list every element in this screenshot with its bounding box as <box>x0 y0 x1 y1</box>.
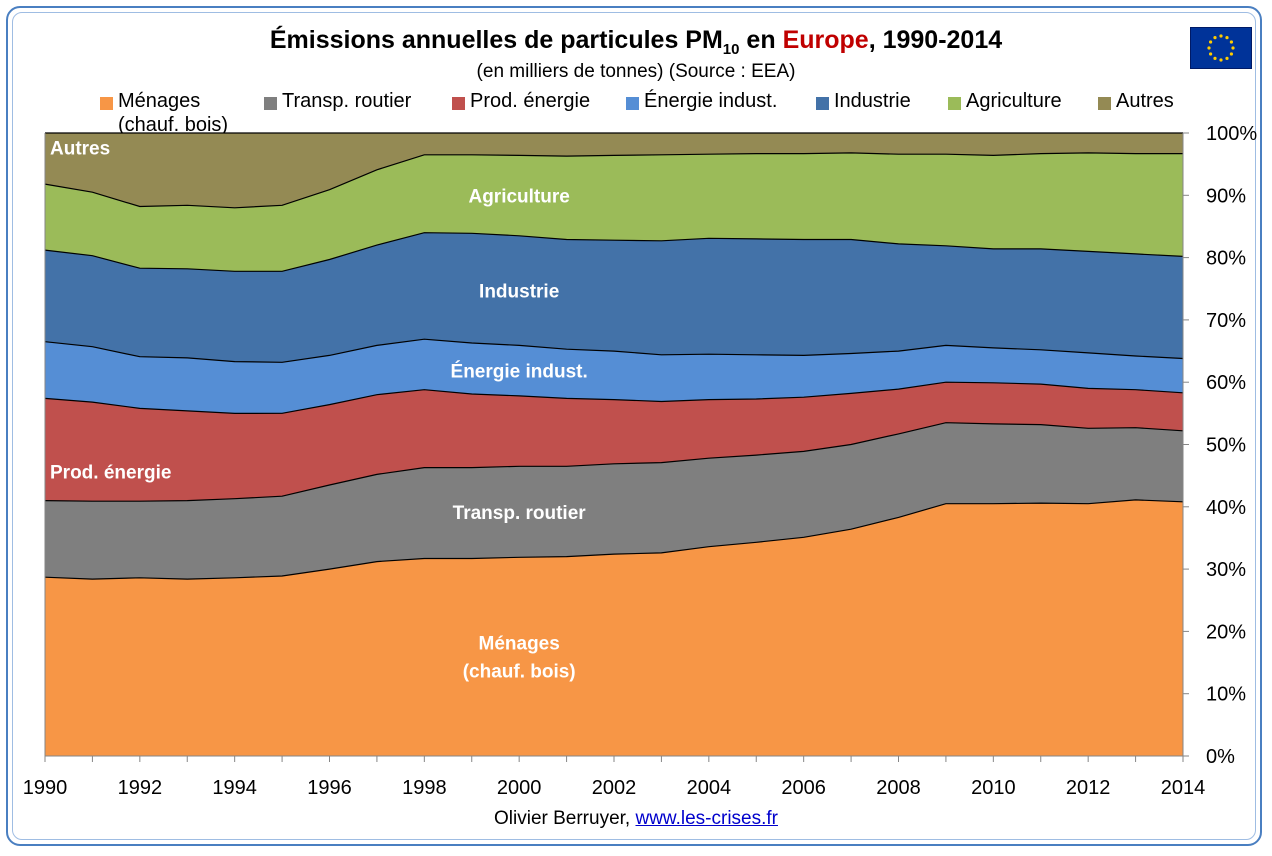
flag-star <box>1229 52 1233 56</box>
area-series <box>45 339 1183 414</box>
x-tick-label: 1996 <box>307 777 352 799</box>
chart-title: Émissions annuelles de particules PM10 e… <box>0 26 1272 58</box>
x-tick-label: 2004 <box>687 777 732 799</box>
legend-swatch <box>100 97 113 110</box>
x-tick-label: 2002 <box>592 777 637 799</box>
y-tick-label: 40% <box>1206 497 1246 519</box>
area-series <box>45 499 1183 756</box>
eu-flag-stars <box>1207 34 1235 62</box>
credit-line: Olivier Berruyer, www.les-crises.fr <box>0 808 1272 830</box>
legend-label: Énergie indust. <box>644 90 778 112</box>
x-tick-label: 2010 <box>971 777 1016 799</box>
flag-star <box>1229 40 1233 44</box>
x-tick-label: 2000 <box>497 777 542 799</box>
y-tick-label: 0% <box>1206 746 1235 768</box>
area-label: Ménages <box>479 634 560 655</box>
y-tick-label: 100% <box>1206 123 1257 145</box>
series-boundary-line <box>44 422 1184 502</box>
title-highlight: Europe <box>782 26 869 54</box>
legend-label: Ménages (chauf. bois) <box>118 90 229 136</box>
x-tick-label: 2008 <box>876 777 921 799</box>
x-tick-label: 2012 <box>1066 777 1111 799</box>
x-tick-label: 2006 <box>781 777 826 799</box>
flag-star <box>1209 52 1213 56</box>
area-series <box>45 382 1183 502</box>
area-label: (chauf. bois) <box>463 662 576 683</box>
title-subscript: 10 <box>722 41 740 58</box>
legend-swatch <box>626 97 639 110</box>
flag-star <box>1225 56 1229 60</box>
flag-star <box>1209 40 1213 44</box>
credit-link[interactable]: www.les-crises.fr <box>635 808 778 829</box>
flag-star <box>1225 36 1229 40</box>
area-series <box>45 152 1183 272</box>
y-tick-label: 20% <box>1206 621 1246 643</box>
legend-label: Prod. énergie <box>470 90 591 112</box>
y-tick-label: 50% <box>1206 435 1246 457</box>
x-tick-label: 1994 <box>212 777 257 799</box>
legend-label: Industrie <box>834 90 911 112</box>
y-tick-label: 80% <box>1206 248 1246 270</box>
x-tick-label: 2014 <box>1161 777 1206 799</box>
chart-subtitle: (en milliers de tonnes) (Source : EEA) <box>476 61 796 82</box>
credit-author: Olivier Berruyer, <box>494 808 631 829</box>
flag-star <box>1219 34 1223 38</box>
title-mid: en <box>739 26 783 54</box>
series-boundary-line <box>44 232 1184 272</box>
area-series <box>45 422 1183 580</box>
legend-label: Agriculture <box>966 90 1062 112</box>
y-tick-label: 10% <box>1206 684 1246 706</box>
y-tick-label: 70% <box>1206 310 1246 332</box>
legend-swatch <box>1098 97 1111 110</box>
flag-star <box>1231 46 1235 50</box>
series-boundary-line <box>44 499 1184 580</box>
area-label: Autres <box>50 138 110 159</box>
area-label: Agriculture <box>468 187 569 208</box>
title-prefix: Émissions annuelles de particules PM <box>269 26 723 54</box>
y-tick-label: 90% <box>1206 185 1246 207</box>
flag-star <box>1219 58 1223 62</box>
area-label: Industrie <box>479 282 559 303</box>
legend-label: Autres <box>1116 90 1174 112</box>
eu-flag-icon <box>1190 27 1252 69</box>
title-suffix: , 1990-2014 <box>868 26 1003 54</box>
series-boundary-line <box>44 152 1183 209</box>
legend-swatch <box>948 97 961 110</box>
legend-swatch <box>452 97 465 110</box>
series-boundary-line <box>44 381 1184 415</box>
series-boundary-line <box>44 338 1184 363</box>
area-label: Prod. énergie <box>50 462 171 483</box>
flag-star <box>1213 36 1217 40</box>
area-series <box>45 232 1183 363</box>
legend-label: Transp. routier <box>282 90 412 112</box>
inner-frame <box>12 12 1256 840</box>
area-label: Transp. routier <box>453 503 587 524</box>
legend-swatch <box>816 97 829 110</box>
x-tick-label: 1998 <box>402 777 447 799</box>
y-tick-label: 60% <box>1206 372 1246 394</box>
y-tick-label: 30% <box>1206 559 1246 581</box>
area-label: Énergie indust. <box>451 361 588 383</box>
x-tick-label: 1990 <box>23 777 68 799</box>
x-tick-label: 1992 <box>118 777 163 799</box>
flag-star <box>1207 46 1211 50</box>
flag-star <box>1213 56 1217 60</box>
legend-swatch <box>264 97 277 110</box>
